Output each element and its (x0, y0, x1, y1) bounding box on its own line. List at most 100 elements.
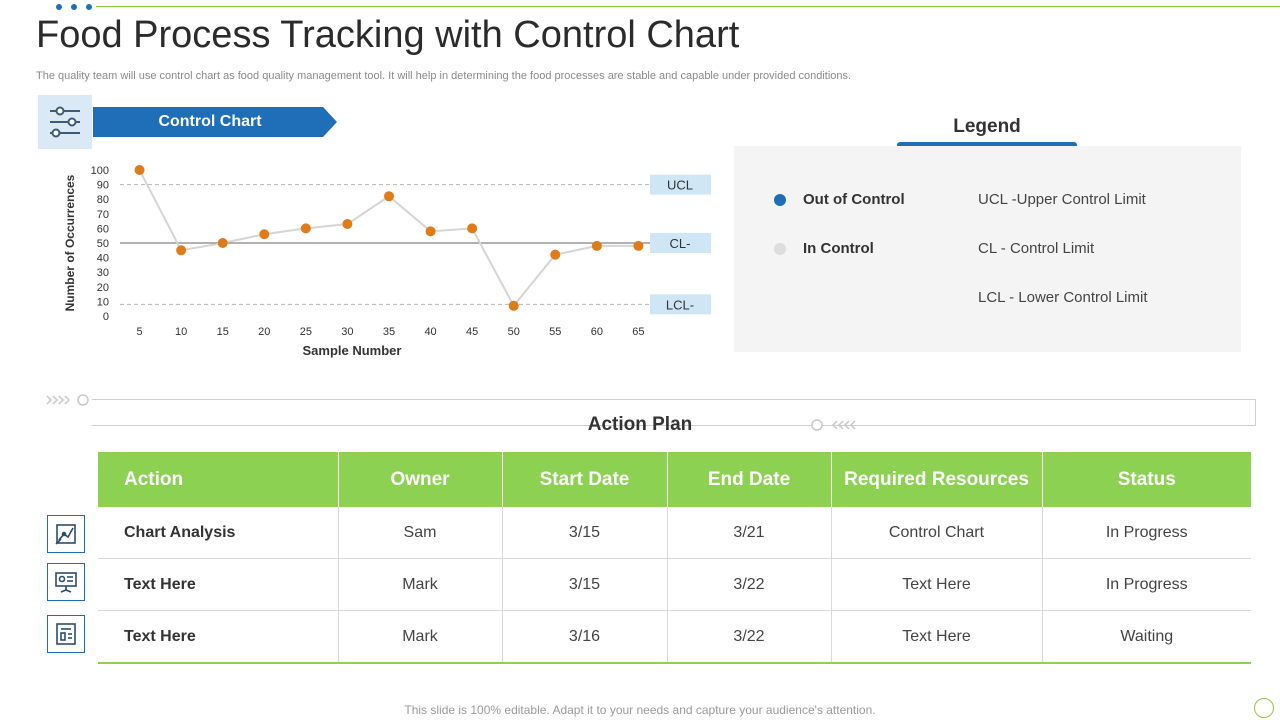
sliders-icon (38, 95, 92, 149)
footer-note: This slide is 100% editable. Adapt it to… (404, 703, 876, 717)
table-row: Text Here Mark 3/15 3/22 Text Here In Pr… (98, 558, 1251, 611)
cell-start-date: 3/15 (502, 558, 668, 611)
x-tick-label: 35 (383, 326, 395, 338)
cell-resources: Text Here (831, 558, 1043, 611)
y-tick-label: 100 (91, 165, 109, 177)
x-tick-label: 25 (300, 326, 312, 338)
presentation-icon (47, 563, 85, 601)
cell-start-date: 3/16 (502, 610, 668, 664)
cell-owner: Sam (338, 507, 503, 559)
x-tick-label: 65 (632, 326, 644, 338)
action-plan-table: Action Owner Start Date End Date Require… (98, 452, 1251, 664)
data-point (384, 191, 394, 202)
y-tick-label: 10 (97, 296, 109, 308)
y-tick-label: 90 (97, 180, 109, 192)
y-tick-label: 20 (97, 282, 109, 294)
data-point (508, 300, 519, 311)
cl-label: CL- (670, 236, 691, 251)
table-header-row: Action Owner Start Date End Date Require… (98, 452, 1251, 507)
y-tick-label: 60 (97, 223, 109, 235)
report-icon (47, 615, 85, 653)
out-of-control-dot (774, 194, 786, 206)
cell-start-date: 3/15 (502, 507, 668, 559)
data-point (425, 226, 436, 237)
x-tick-label: 40 (424, 326, 436, 338)
x-tick-label: 55 (549, 326, 561, 338)
x-tick-label: 10 (175, 326, 187, 338)
column-header-action: Action (98, 452, 339, 507)
lcl-label: LCL- (666, 297, 694, 312)
cell-end-date: 3/22 (667, 610, 832, 664)
chart-banner (93, 107, 337, 137)
x-tick-label: 60 (591, 326, 603, 338)
x-tick-label: 45 (466, 326, 478, 338)
data-point (300, 223, 311, 234)
x-axis-label: Sample Number (303, 343, 402, 358)
cell-status: Waiting (1042, 610, 1251, 664)
data-point (217, 238, 228, 248)
x-tick-label: 15 (217, 326, 229, 338)
y-tick-label: 0 (103, 311, 109, 323)
action-plan-title: Action Plan (587, 414, 693, 435)
legend-title: Legend (953, 116, 1021, 137)
cell-status: In Progress (1042, 507, 1251, 559)
x-tick-label: 5 (137, 326, 143, 338)
column-header-status: Status (1042, 452, 1251, 507)
data-point (633, 240, 644, 251)
corner-circle-decor (1254, 698, 1274, 718)
cell-resources: Control Chart (831, 507, 1043, 559)
legend-underline (897, 142, 1077, 148)
legend-item-out-of-control: Out of Control (803, 191, 905, 208)
y-tick-label: 70 (97, 209, 109, 221)
column-header-required-resources: Required Resources (831, 452, 1043, 507)
data-point (176, 245, 187, 256)
data-point (259, 229, 270, 240)
cell-action: Text Here (98, 558, 339, 611)
y-tick-label: 50 (97, 238, 109, 250)
legend-item-in-control: In Control (803, 240, 874, 257)
cell-end-date: 3/21 (667, 507, 832, 559)
column-header-owner: Owner (338, 452, 503, 507)
cell-resources: Text Here (831, 610, 1043, 664)
x-tick-label: 30 (341, 326, 353, 338)
table-row: Text Here Mark 3/16 3/22 Text Here Waiti… (98, 610, 1251, 664)
cell-owner: Mark (338, 558, 503, 611)
page-title: Food Process Tracking with Control Chart (36, 14, 740, 56)
y-tick-label: 40 (97, 253, 109, 265)
y-axis-label: Number of Occurrences (63, 174, 77, 311)
data-point (342, 219, 353, 230)
column-header-end-date: End Date (667, 452, 832, 507)
ucl-label: UCL (667, 178, 693, 193)
legend-definition-lcl: LCL - Lower Control Limit (978, 289, 1148, 306)
legend-panel (734, 146, 1241, 352)
chevrons-right-icon (46, 394, 89, 406)
cell-action: Chart Analysis (98, 507, 339, 559)
column-header-start-date: Start Date (502, 452, 668, 507)
y-tick-label: 80 (97, 194, 109, 206)
cell-owner: Mark (338, 610, 503, 664)
decor-dot (86, 4, 92, 10)
series-line (138, 169, 639, 308)
page-subtitle: The quality team will use control chart … (36, 70, 852, 82)
chevrons-left-icon (811, 419, 856, 431)
data-point (591, 240, 602, 251)
data-point (134, 165, 145, 175)
section-divider (92, 399, 1256, 426)
ucl-label-box (650, 174, 711, 195)
cl-label-box (650, 233, 711, 253)
legend-definition-cl: CL - Control Limit (978, 240, 1095, 257)
data-point (550, 249, 561, 260)
x-tick-label: 50 (508, 326, 520, 338)
y-tick-label: 30 (97, 267, 109, 279)
lcl-label-box (650, 294, 711, 315)
x-tick-label: 20 (258, 326, 270, 338)
chart-banner-label: Control Chart (158, 113, 262, 130)
decor-dot (56, 4, 62, 10)
top-rule (96, 6, 1280, 7)
cell-action: Text Here (98, 610, 339, 664)
cell-status: In Progress (1042, 558, 1251, 611)
analysis-icon (47, 515, 85, 553)
decor-dot (71, 4, 77, 10)
control-chart: Number of Occurrences Sample Number UCL C… (63, 165, 711, 358)
in-control-dot (774, 243, 786, 255)
